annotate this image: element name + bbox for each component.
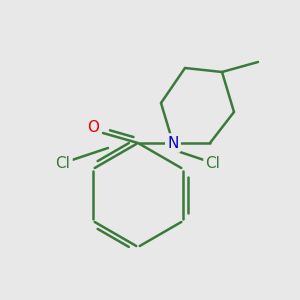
Text: Cl: Cl — [206, 155, 220, 170]
Text: Cl: Cl — [56, 155, 70, 170]
Text: O: O — [87, 121, 99, 136]
Text: N: N — [167, 136, 179, 151]
